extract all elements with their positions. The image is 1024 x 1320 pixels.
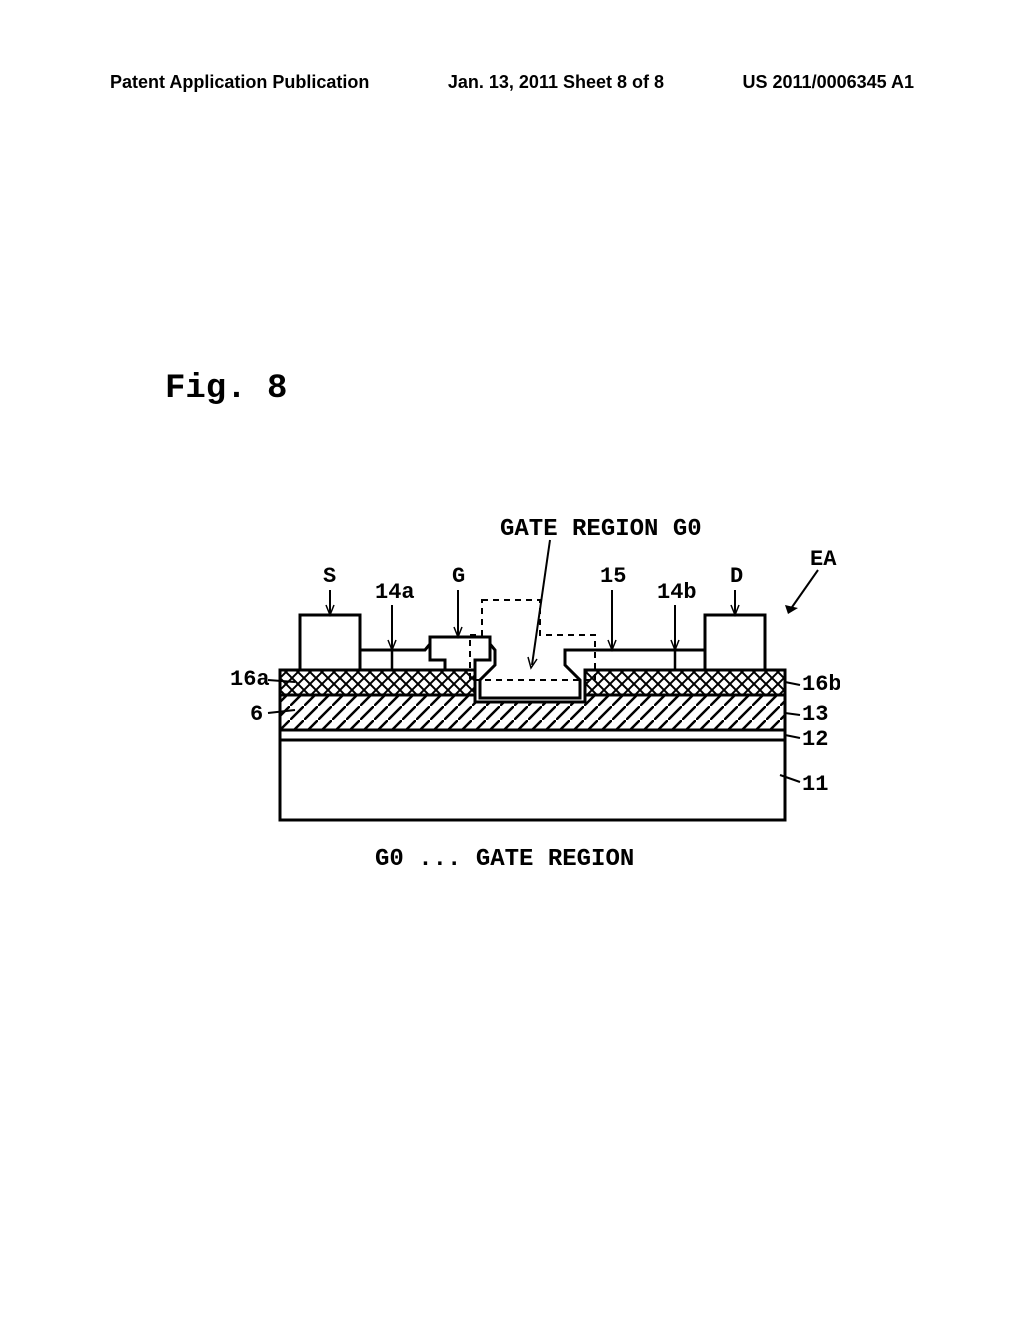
label-16a: 16a	[230, 667, 270, 692]
label-16b: 16b	[802, 672, 840, 697]
leader-EA	[790, 570, 818, 610]
label-13: 13	[802, 702, 828, 727]
label-11: 11	[802, 772, 828, 797]
electrode-drain	[705, 615, 765, 670]
label-14b: 14b	[657, 580, 697, 605]
label-15: 15	[600, 564, 626, 589]
leader-16b	[785, 682, 800, 685]
label-gate-region: GATE REGION G0	[500, 516, 702, 543]
figure-label: Fig. 8	[165, 370, 287, 408]
label-14a: 14a	[375, 580, 415, 605]
diagram: GATE REGION G0 S 14a G 15 14b D EA 16a 6…	[220, 510, 840, 890]
figure-caption: G0 ... GATE REGION	[375, 846, 634, 873]
layer-11	[280, 740, 785, 820]
header-publication: Patent Application Publication	[110, 72, 369, 93]
layer-16a	[280, 670, 475, 695]
label-S: S	[323, 564, 336, 589]
header-date-sheet: Jan. 13, 2011 Sheet 8 of 8	[448, 72, 664, 93]
electrode-gate	[430, 637, 490, 670]
leader-13	[785, 713, 800, 715]
layer-16b	[585, 670, 785, 695]
label-EA: EA	[810, 547, 837, 572]
layer-13	[280, 695, 785, 730]
header-pubnum: US 2011/0006345 A1	[743, 72, 914, 93]
electrode-source	[300, 615, 360, 670]
leader-12	[785, 735, 800, 738]
label-D: D	[730, 564, 743, 589]
leader-11	[780, 775, 800, 782]
label-6: 6	[250, 702, 263, 727]
label-12: 12	[802, 727, 828, 752]
label-G: G	[452, 564, 465, 589]
